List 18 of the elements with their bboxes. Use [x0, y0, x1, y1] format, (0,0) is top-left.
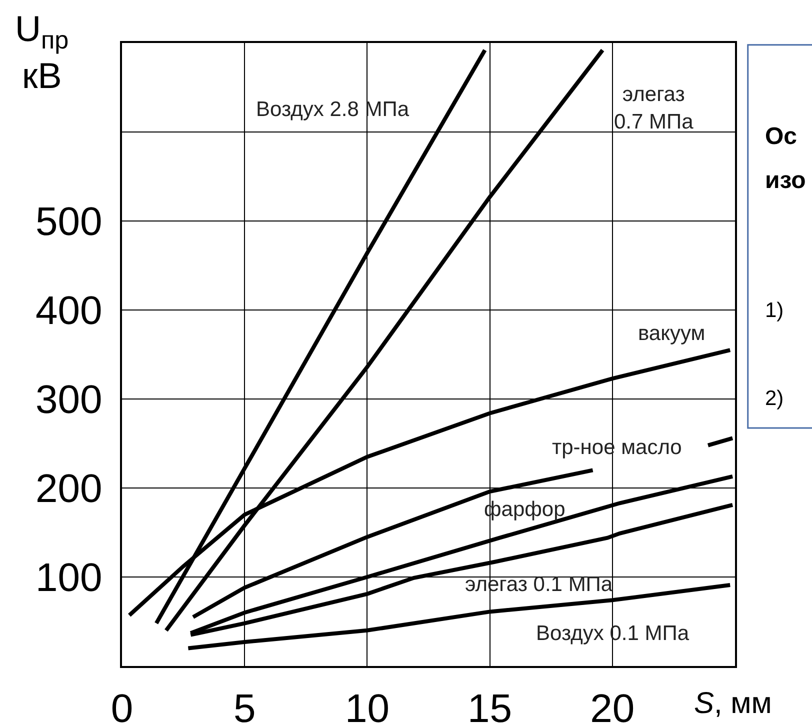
- x-tick-label: 20: [590, 686, 635, 725]
- y-tick-label: 100: [36, 556, 102, 600]
- series-label: элегаз 0.7 МПа: [614, 83, 694, 134]
- text: Ос: [765, 123, 798, 150]
- x-tick-label: 15: [468, 686, 512, 725]
- series-label: вакуум: [638, 322, 706, 345]
- x-axis-title: S, мм: [694, 687, 772, 720]
- y-tick-label: 500: [36, 200, 102, 244]
- x-tick-label: 5: [233, 686, 256, 725]
- x-tick-label: 0: [110, 686, 134, 725]
- text: 2): [765, 387, 784, 410]
- text: 1): [765, 299, 784, 322]
- x-tick-label: 10: [344, 686, 390, 725]
- y-tick-label: 300: [36, 378, 102, 422]
- y-tick-label: 400: [36, 289, 102, 333]
- y-axis-title: U$_{пр}$ кВ: [15, 8, 69, 96]
- y-tick-label: 200: [36, 467, 102, 511]
- text: изо: [765, 167, 806, 194]
